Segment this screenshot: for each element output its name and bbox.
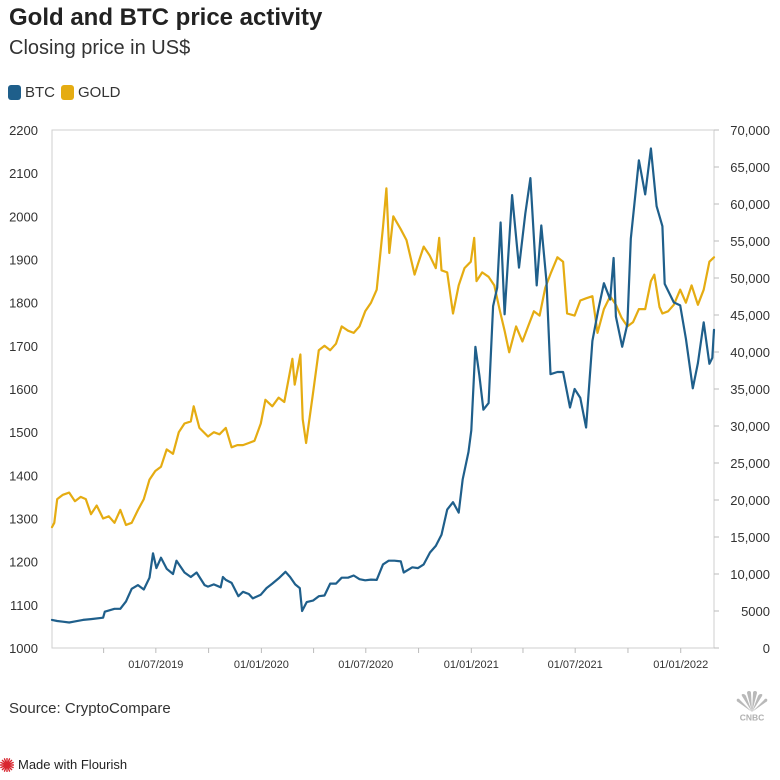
y-left-tick-label: 1400 [9, 468, 38, 483]
y-right-tick-label: 0 [763, 641, 770, 656]
source-note: Source: CryptoCompare [9, 700, 171, 717]
y-left-tick-label: 2000 [9, 209, 38, 224]
y-left-tick-label: 2100 [9, 166, 38, 181]
y-right-tick-label: 10,000 [730, 567, 770, 582]
flourish-label: Made with Flourish [18, 757, 128, 772]
y-right-tick-label: 65,000 [730, 160, 770, 175]
y-right-tick-label: 30,000 [730, 419, 770, 434]
legend-label-btc: BTC [25, 84, 55, 101]
x-tick-label: 01/07/2019 [128, 659, 183, 671]
legend-swatch-btc [8, 85, 21, 100]
x-tick-label: 01/01/2022 [653, 659, 708, 671]
y-right-tick-label: 25,000 [730, 456, 770, 471]
y-left-tick-label: 1900 [9, 253, 38, 268]
y-right-tick-label: 35,000 [730, 382, 770, 397]
x-tick-label: 01/07/2020 [338, 659, 393, 671]
y-right-tick-label: 70,000 [730, 123, 770, 138]
y-left-tick-label: 1000 [9, 641, 38, 656]
y-right-tick-label: 60,000 [730, 197, 770, 212]
flourish-credit[interactable]: Made with Flourish [0, 757, 127, 772]
cnbc-peacock-icon: CNBC [734, 691, 770, 723]
x-tick-label: 01/01/2021 [444, 659, 499, 671]
y-left-tick-label: 1300 [9, 512, 38, 527]
legend-item-gold[interactable]: GOLD [61, 84, 121, 101]
y-left-tick-label: 1200 [9, 555, 38, 570]
y-right-tick-label: 50,000 [730, 271, 770, 286]
chart-title: Gold and BTC price activity [9, 4, 323, 31]
y-right-tick-label: 55,000 [730, 234, 770, 249]
y-right-tick-label: 5000 [741, 604, 770, 619]
series-line-btc [50, 147, 716, 624]
series-line-gold [50, 187, 716, 529]
y-left-tick-label: 1500 [9, 425, 38, 440]
legend-swatch-gold [61, 85, 74, 100]
y-left-tick-label: 1800 [9, 296, 38, 311]
line-chart: 1000 1100 1200 1300 1400 1500 1600 1700 1800 1900… [9, 123, 770, 671]
y-left-tick-label: 1100 [10, 598, 38, 613]
y-right-tick-label: 45,000 [730, 308, 770, 323]
y-right-tick-label: 15,000 [730, 530, 770, 545]
flourish-burst-icon [0, 757, 14, 772]
y-left-tick-label: 1700 [9, 339, 38, 354]
y-left-tick-label: 2200 [9, 123, 38, 138]
y-right-tick-label: 40,000 [730, 345, 770, 360]
x-tick-label: 01/01/2020 [234, 659, 289, 671]
y-left-tick-label: 1600 [9, 382, 38, 397]
chart-subtitle: Closing price in US$ [9, 37, 191, 59]
legend-item-btc[interactable]: BTC [8, 84, 55, 101]
legend: BTC GOLD [8, 84, 127, 101]
y-right-tick-label: 20,000 [730, 493, 770, 508]
legend-label-gold: GOLD [78, 84, 121, 101]
x-tick-label: 01/07/2021 [548, 659, 603, 671]
svg-text:CNBC: CNBC [740, 713, 765, 723]
